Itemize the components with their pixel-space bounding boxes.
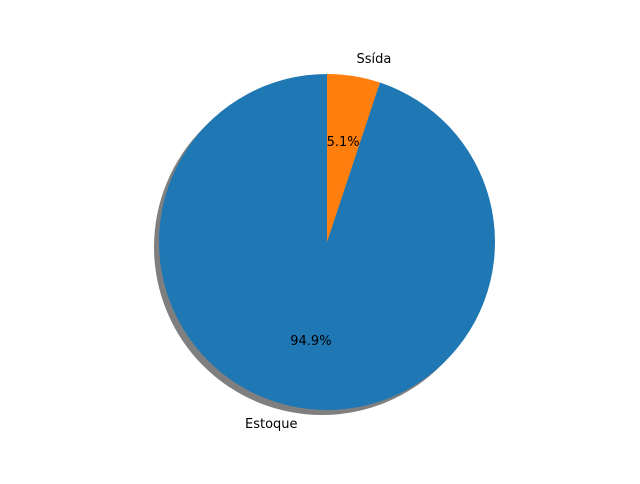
pie-label-estoque: Estoque	[245, 417, 298, 432]
pie-label-layer: Estoque 94.9% Ssída 5.1%	[245, 52, 391, 432]
pie-slice-estoque	[159, 74, 496, 410]
pie-slice-ssida	[327, 74, 380, 242]
pie-slice-layer	[159, 74, 496, 410]
pie-pct-label-ssida: 5.1%	[327, 135, 360, 150]
pie-pct-label-estoque: 94.9%	[290, 334, 331, 349]
pie-label-ssida: Ssída	[356, 52, 391, 67]
